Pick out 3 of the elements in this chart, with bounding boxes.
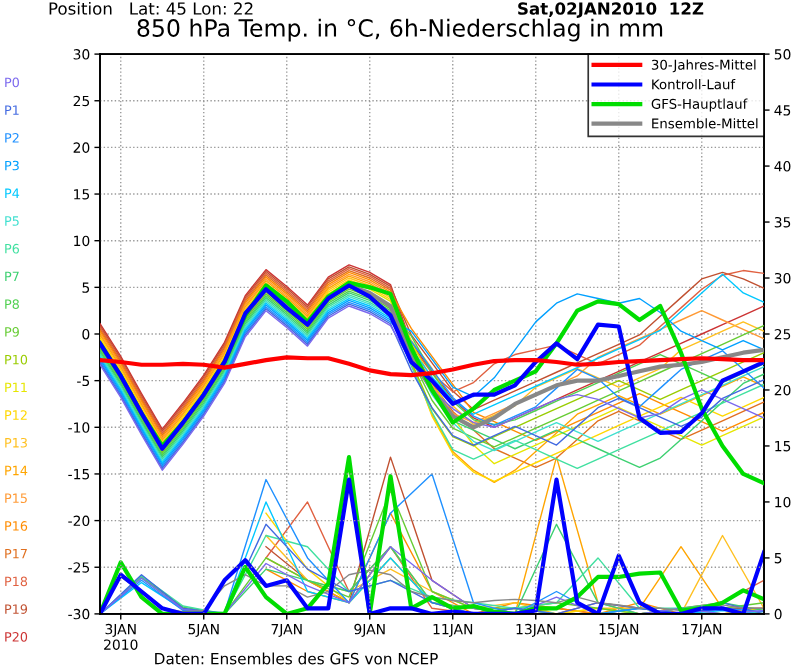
text: Position Lat: 45 Lon: 22 — [49, 1, 253, 15]
chart-title: 850 hPa Temp. in °C, 6h-Niederschlag in mm — [137, 18, 663, 42]
text: Sat,02JAN2010 12Z — [518, 2, 704, 18]
